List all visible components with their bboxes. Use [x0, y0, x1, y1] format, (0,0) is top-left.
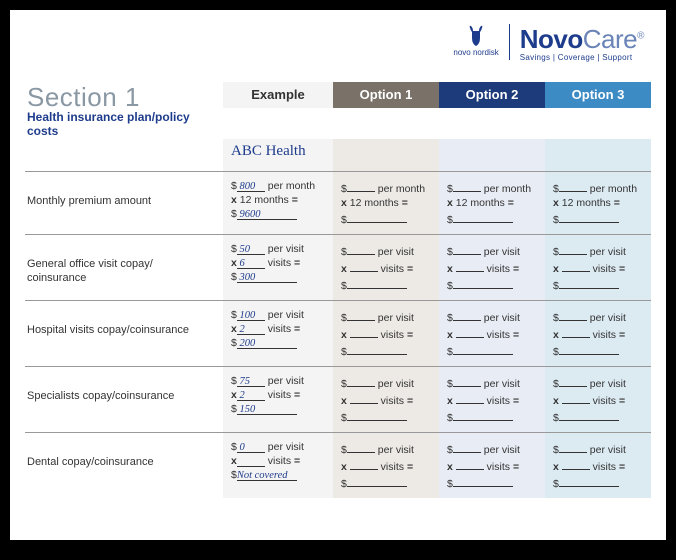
brand: NovoCare® Savings | Coverage | Support [520, 24, 644, 62]
option1-cell[interactable]: $ per visitx visits =$ [333, 234, 439, 300]
section-title: Section 1 Health insurance plan/policy c… [25, 82, 223, 139]
example-cell: $ 800 per monthx 12 months =$ 9600 [223, 171, 333, 234]
option2-cell[interactable]: $ per monthx 12 months =$ [439, 171, 545, 234]
plan-name-spacer [25, 139, 223, 171]
option2-cell[interactable]: $ per visitx visits =$ [439, 300, 545, 366]
option2-cell[interactable]: $ per visitx visits =$ [439, 432, 545, 498]
bull-icon [465, 24, 487, 48]
company-name: novo nordisk [453, 48, 498, 57]
brand-name: NovoCare® [520, 24, 644, 55]
option1-cell[interactable]: $ per visitx visits =$ [333, 366, 439, 432]
col-header-example: Example [223, 82, 333, 108]
col-header-option2: Option 2 [439, 82, 545, 108]
logo-area: novo nordisk NovoCare® Savings | Coverag… [453, 24, 644, 62]
example-cell: $ 75 per visitx 2 visits =$ 150 [223, 366, 333, 432]
novo-nordisk-logo: novo nordisk [453, 24, 498, 57]
section-number: Section 1 [27, 82, 223, 113]
option1-cell[interactable]: $ per visitx visits =$ [333, 432, 439, 498]
example-plan-name: ABC Health [223, 139, 333, 171]
cost-grid: Section 1 Health insurance plan/policy c… [25, 82, 651, 498]
option2-plan-name[interactable] [439, 139, 545, 171]
option1-cell[interactable]: $ per visitx visits =$ [333, 300, 439, 366]
row-label: Specialists copay/coinsurance [25, 366, 223, 432]
option3-cell[interactable]: $ per visitx visits =$ [545, 366, 651, 432]
option3-plan-name[interactable] [545, 139, 651, 171]
option3-cell[interactable]: $ per visitx visits =$ [545, 432, 651, 498]
row-label: Monthly premium amount [25, 171, 223, 234]
row-label: General office visit copay/coinsurance [25, 234, 223, 300]
row-label: Dental copay/coinsurance [25, 432, 223, 498]
logo-divider [509, 24, 510, 60]
section-subtitle: Health insurance plan/policy costs [27, 111, 223, 139]
document-sheet: novo nordisk NovoCare® Savings | Coverag… [10, 10, 666, 540]
col-header-option1: Option 1 [333, 82, 439, 108]
example-cell: $ 100 per visitx 2 visits =$ 200 [223, 300, 333, 366]
option1-cell[interactable]: $ per monthx 12 months =$ [333, 171, 439, 234]
option3-cell[interactable]: $ per visitx visits =$ [545, 234, 651, 300]
brand-tagline: Savings | Coverage | Support [520, 53, 644, 62]
option1-plan-name[interactable] [333, 139, 439, 171]
example-cell: $ 0 per visitx visits =$Not covered [223, 432, 333, 498]
row-label: Hospital visits copay/coinsurance [25, 300, 223, 366]
option2-cell[interactable]: $ per visitx visits =$ [439, 366, 545, 432]
option2-cell[interactable]: $ per visitx visits =$ [439, 234, 545, 300]
col-header-option3: Option 3 [545, 82, 651, 108]
option3-cell[interactable]: $ per visitx visits =$ [545, 300, 651, 366]
example-cell: $ 50 per visitx 6 visits =$ 300 [223, 234, 333, 300]
option3-cell[interactable]: $ per monthx 12 months =$ [545, 171, 651, 234]
